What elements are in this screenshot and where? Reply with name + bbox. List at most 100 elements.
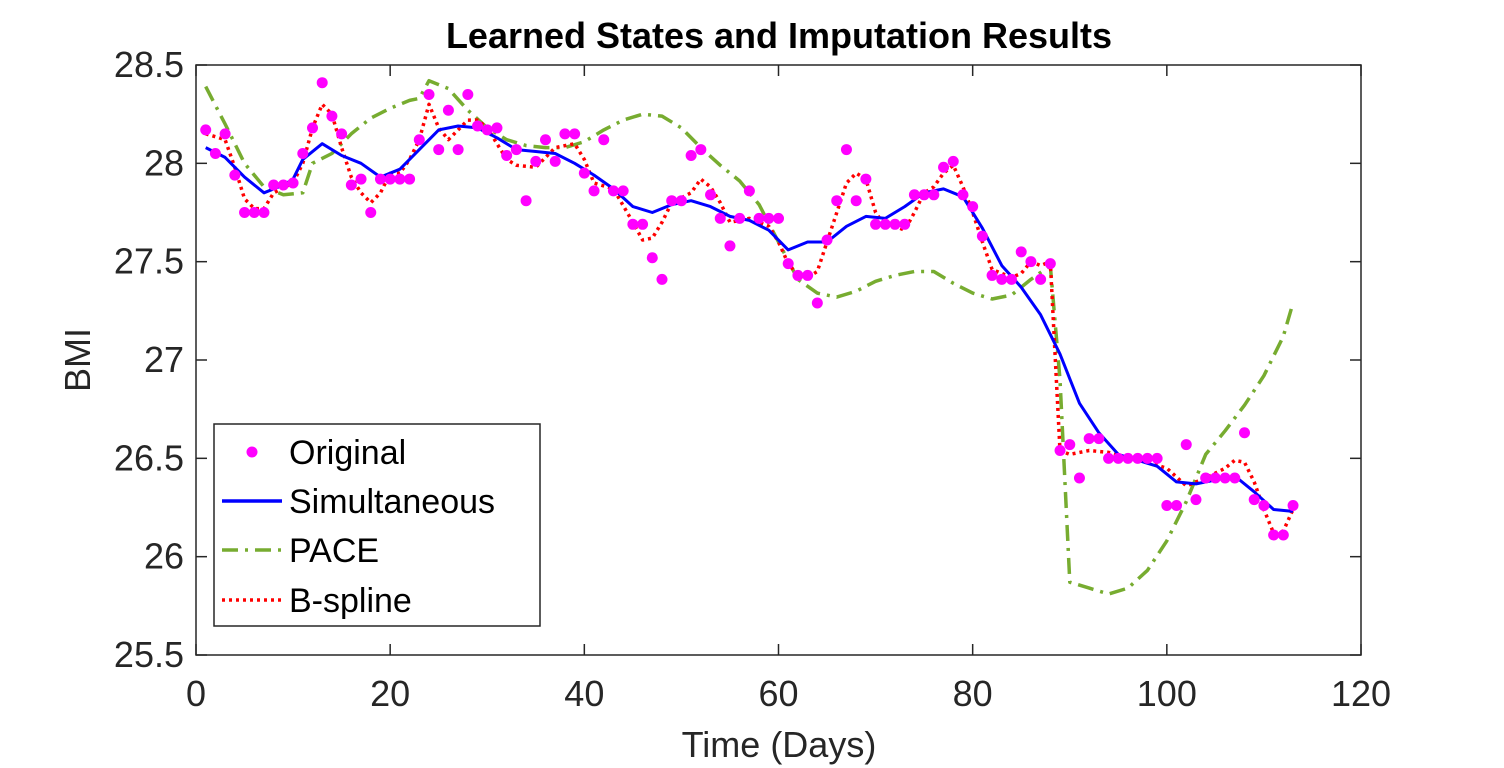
legend-label-pace: PACE (289, 532, 379, 570)
legend: Original Simultaneous PACE B-spline (213, 423, 541, 627)
data-point-original (1268, 529, 1280, 541)
data-point-original (316, 77, 328, 89)
data-point-original (394, 173, 406, 185)
data-point-original (1054, 444, 1066, 456)
series-layer (200, 77, 1299, 596)
data-point-original (753, 212, 765, 224)
data-point-original (1200, 472, 1212, 484)
data-point-original (1161, 500, 1173, 512)
data-point-original (850, 195, 862, 207)
data-point-original (569, 128, 581, 140)
data-point-original (559, 128, 571, 140)
data-point-original (452, 144, 464, 156)
data-point-original (957, 189, 969, 201)
data-point-original (287, 177, 299, 189)
data-point-original (307, 122, 318, 134)
legend-label-simultaneous: Simultaneous (289, 483, 495, 521)
x-tick-label: 100 (1137, 673, 1197, 714)
data-point-original (792, 269, 804, 281)
data-point-original (734, 212, 746, 224)
y-tick-label: 27.5 (114, 241, 184, 282)
data-point-original (899, 218, 911, 230)
data-point-original (1035, 273, 1047, 285)
data-point-original (239, 207, 251, 218)
data-point-original (782, 258, 794, 270)
data-point-original (685, 149, 697, 161)
x-tick-label: 0 (186, 673, 206, 714)
data-point-original (297, 148, 309, 159)
data-point-original (1219, 472, 1231, 484)
data-point-original (802, 269, 814, 281)
data-point-original (549, 155, 561, 167)
y-tick-label: 26 (144, 536, 184, 577)
data-point-original (1015, 246, 1027, 258)
data-point-original (423, 89, 435, 100)
data-point-original (1190, 494, 1202, 506)
data-point-original (996, 273, 1008, 285)
data-point-original (860, 173, 872, 185)
data-point-original (821, 234, 833, 246)
data-point-original (1248, 494, 1260, 506)
data-point-original (637, 218, 649, 230)
data-point-original (840, 144, 852, 156)
data-point-original (773, 212, 784, 224)
data-point-original (1006, 273, 1017, 285)
series-line-pace (204, 78, 1295, 596)
data-point-original (1229, 472, 1241, 484)
data-point-original (1151, 452, 1163, 464)
data-point-original (345, 179, 357, 191)
data-point-original (607, 185, 619, 197)
data-point-original (928, 189, 940, 201)
data-point-original (908, 189, 920, 201)
x-tick-label: 40 (564, 673, 604, 714)
y-tick-label: 27 (144, 339, 184, 380)
data-point-original (510, 144, 522, 156)
data-point-original (209, 148, 221, 159)
data-point-original (656, 273, 668, 285)
data-point-original (1083, 433, 1095, 445)
legend-box (213, 423, 541, 627)
ticks-layer: 0 20 40 60 80 100 120 25.5 26 26.5 27 27.5 28 28.5 (114, 44, 1391, 714)
data-point-original (588, 185, 600, 197)
x-tick-label: 120 (1331, 673, 1391, 714)
data-point-original (1073, 472, 1085, 484)
data-point-original (598, 134, 610, 146)
data-point-original (472, 120, 484, 132)
data-point-original (1103, 452, 1115, 464)
data-point-original (413, 134, 425, 146)
chart-title: Learned States and Imputation Results (446, 15, 1112, 56)
x-tick-label: 60 (758, 673, 798, 714)
data-point-original (1277, 529, 1289, 541)
data-point-original (1044, 258, 1056, 270)
y-tick-label: 25.5 (114, 634, 184, 675)
y-tick-label: 26.5 (114, 437, 184, 478)
legend-label-original: Original (289, 434, 406, 472)
data-point-original (491, 122, 503, 134)
data-point-original (986, 269, 998, 281)
data-point-original (870, 218, 882, 230)
data-point-original (967, 201, 979, 213)
data-point-original (1258, 500, 1270, 512)
data-point-original (219, 128, 231, 140)
data-point-original (404, 173, 416, 185)
data-point-original (462, 89, 474, 100)
data-point-original (1141, 452, 1153, 464)
data-point-original (433, 144, 445, 156)
data-point-original (1171, 500, 1183, 512)
data-point-original (374, 173, 386, 185)
data-point-original (384, 173, 396, 185)
data-point-original (1064, 439, 1076, 451)
data-point-original (277, 179, 289, 191)
data-point-original (501, 149, 513, 161)
data-point-original (743, 185, 755, 197)
data-point-original (627, 218, 639, 230)
y-tick-label: 28 (144, 142, 184, 183)
data-point-original (355, 173, 367, 185)
data-point-original (442, 104, 454, 116)
data-point-original (938, 161, 950, 173)
x-axis-label: Time (Days) (682, 724, 877, 765)
data-point-original (811, 297, 823, 309)
data-point-original (365, 207, 377, 218)
